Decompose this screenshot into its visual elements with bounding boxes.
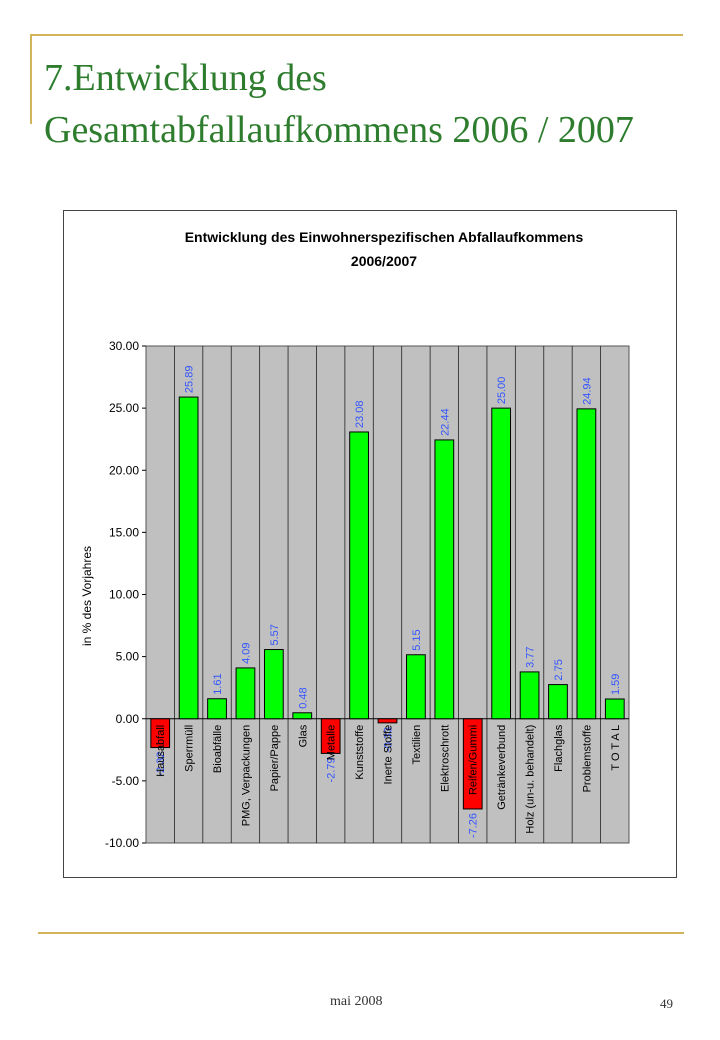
x-tick-label: Glas — [297, 724, 309, 747]
x-tick-label: Papier/Pappe — [269, 725, 281, 792]
y-tick-label: 10.00 — [109, 588, 139, 602]
page-number: 49 — [660, 996, 673, 1011]
bar — [320, 718, 341, 754]
data-label: 25.89 — [184, 366, 196, 394]
data-label: 4.09 — [240, 643, 252, 664]
x-tick-label: Elektroschrott — [439, 725, 451, 792]
bar — [406, 654, 426, 720]
data-label: -2.79 — [326, 757, 338, 782]
data-label: -2.32 — [155, 752, 167, 777]
plot-area: 30.00 25.00 20.00 15.00 10.00 5.00 0.00 -5.00 -1… — [105, 339, 630, 850]
bar — [548, 684, 568, 720]
x-tick-label: Reifen/Gummi — [468, 725, 480, 795]
x-tick-label: Bioabfälle — [212, 725, 224, 773]
x-tick-label: Hausabfall — [155, 725, 167, 777]
chart-container: Entwicklung des Einwohnerspezifischen Ab… — [63, 210, 677, 878]
data-label: 25.00 — [496, 377, 508, 405]
y-tick-label: -5.00 — [112, 774, 140, 788]
data-label: 5.15 — [411, 629, 423, 650]
y-tick-label: -10.00 — [105, 836, 139, 850]
y-tick-label: 0.00 — [116, 712, 140, 726]
y-tick-label: 5.00 — [116, 650, 140, 664]
x-tick-label: Problemstoffe — [581, 725, 593, 793]
bar — [349, 431, 369, 720]
x-tick-label: Metalle — [326, 725, 338, 760]
x-tick-label: Flachglas — [553, 724, 565, 772]
chart-title: Entwicklung des Einwohnerspezifischen Ab… — [185, 229, 584, 245]
bar — [576, 408, 597, 720]
footer-date: mai 2008 — [330, 994, 383, 1009]
x-tick-label: Textilien — [411, 725, 423, 765]
x-tick-label: Kunststoffe — [354, 725, 366, 780]
data-label: 0.48 — [297, 687, 309, 708]
bar — [150, 718, 171, 749]
footer-rule — [38, 932, 684, 934]
accent-rule-top — [30, 34, 683, 36]
slide-title: 7.Entwicklung des Gesamtabfallaufkommens… — [44, 57, 634, 151]
data-label: 23.08 — [354, 400, 366, 428]
data-label: -0.33 — [383, 727, 395, 752]
bar — [491, 407, 512, 720]
accent-rule-left — [30, 34, 32, 124]
data-label: 3.77 — [525, 646, 537, 667]
y-tick-label: 30.00 — [109, 339, 139, 353]
x-tick-label: PMG, Verpackungen — [240, 725, 252, 827]
data-label: 2.75 — [553, 659, 565, 680]
y-axis-label: in % des Vorjahres — [80, 546, 94, 646]
data-label: 24.94 — [581, 377, 593, 405]
bar-chart: Entwicklung des Einwohnerspezifischen Ab… — [80, 229, 630, 850]
x-tick-label: Sperrmüll — [184, 725, 196, 772]
data-label: -7.26 — [468, 813, 480, 838]
data-label: 5.57 — [269, 624, 281, 645]
data-label: 1.59 — [610, 674, 622, 695]
bar — [434, 439, 455, 720]
x-tick-label: Holz (un-u. behandelt) — [525, 725, 537, 834]
y-tick-label: 15.00 — [109, 525, 139, 539]
x-tick-label: Getränkeverbund — [496, 725, 508, 810]
data-label: 1.61 — [212, 673, 224, 694]
chart-subtitle: 2006/2007 — [351, 253, 417, 269]
bar — [377, 718, 398, 724]
x-tick-label: T O T A L — [610, 725, 622, 771]
bar — [604, 698, 625, 720]
x-tick-label: Inerte Stoffe — [383, 725, 395, 785]
y-tick-label: 25.00 — [109, 401, 139, 415]
bar — [263, 649, 284, 720]
y-tick-label: 20.00 — [109, 463, 139, 477]
data-label: 22.44 — [439, 408, 451, 436]
bar — [462, 718, 483, 810]
bar — [519, 671, 540, 720]
bar — [207, 698, 227, 720]
plot-background — [145, 345, 630, 844]
bar — [292, 712, 313, 720]
bar — [178, 396, 199, 720]
bar — [235, 667, 256, 720]
